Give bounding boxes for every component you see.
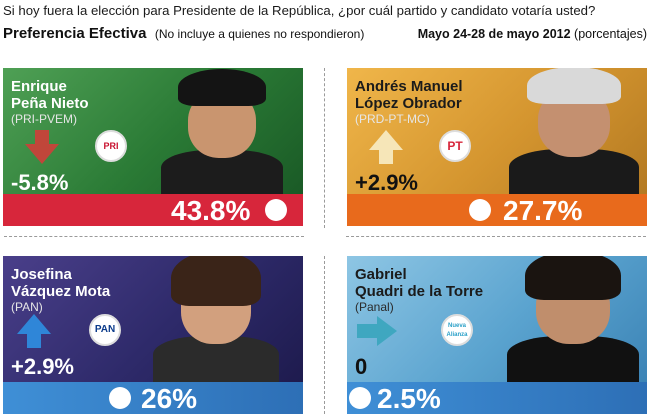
candidate-name: Andrés Manuel López Obrador bbox=[355, 78, 463, 112]
value-bar bbox=[347, 194, 647, 226]
arrow-right-icon bbox=[357, 316, 397, 346]
pt-logo-icon: PT bbox=[439, 130, 471, 162]
horizontal-divider-right bbox=[346, 236, 646, 237]
percentage-value: 2.5% bbox=[377, 383, 441, 414]
arrow-up-icon bbox=[369, 130, 403, 164]
arrow-down-icon bbox=[25, 130, 59, 164]
candidate-photo bbox=[509, 68, 639, 194]
arrow-up-icon bbox=[17, 314, 51, 348]
units-text: (porcentajes) bbox=[574, 27, 647, 41]
date-range: Mayo 24-28 de mayo 2012 (porcentajes) bbox=[418, 27, 647, 41]
party-label: (PAN) bbox=[11, 300, 43, 314]
subheader: Preferencia Efectiva (No incluye a quien… bbox=[3, 25, 647, 45]
value-bar bbox=[347, 382, 647, 414]
candidate-card-quadri: Gabriel Quadri de la Torre (Panal) Nueva… bbox=[347, 256, 647, 414]
pri-logo-icon: PRI bbox=[95, 130, 127, 162]
candidate-photo bbox=[153, 256, 279, 382]
bar-marker-dot bbox=[265, 199, 287, 221]
percentage-value: 43.8% bbox=[171, 195, 251, 226]
value-bar bbox=[3, 382, 303, 414]
change-value: 0 bbox=[355, 354, 368, 379]
dates-text: Mayo 24-28 de mayo 2012 bbox=[417, 27, 571, 41]
party-label: (PRI-PVEM) bbox=[11, 112, 77, 126]
candidate-photo bbox=[161, 68, 283, 194]
party-label: (Panal) bbox=[355, 300, 394, 314]
name-line-2: Quadri de la Torre bbox=[355, 283, 484, 300]
candidate-photo bbox=[507, 256, 639, 382]
name-line-1: Enrique bbox=[11, 78, 67, 95]
name-line-1: Andrés Manuel bbox=[355, 78, 463, 95]
candidate-name: Josefina Vázquez Mota bbox=[11, 266, 110, 300]
value-bar bbox=[3, 194, 303, 226]
name-line-2: Vázquez Mota bbox=[11, 283, 111, 300]
section-note: (No incluye a quienes no respondieron) bbox=[154, 27, 365, 41]
candidate-card-pena-nieto: Enrique Peña Nieto (PRI-PVEM) PRI -5.8% … bbox=[3, 68, 303, 226]
party-label: (PRD-PT-MC) bbox=[355, 112, 430, 126]
change-value: -5.8% bbox=[11, 170, 69, 195]
name-line-2: López Obrador bbox=[355, 95, 462, 112]
bar-marker-dot bbox=[349, 387, 371, 409]
nueva-alianza-logo-icon: Nueva Alianza bbox=[441, 314, 473, 346]
vertical-divider-top bbox=[324, 68, 325, 228]
name-line-2: Peña Nieto bbox=[11, 95, 89, 112]
percentage-value: 26% bbox=[141, 383, 198, 414]
survey-question: Si hoy fuera la elección para Presidente… bbox=[3, 3, 596, 18]
candidate-card-vazquez-mota: Josefina Vázquez Mota (PAN) PAN +2.9% 26… bbox=[3, 256, 303, 414]
percentage-value: 27.7% bbox=[503, 195, 583, 226]
vertical-divider-bottom bbox=[324, 256, 325, 414]
candidate-card-lopez-obrador: Andrés Manuel López Obrador (PRD-PT-MC) … bbox=[347, 68, 647, 226]
section-title: Preferencia Efectiva bbox=[3, 25, 147, 42]
change-value: +2.9% bbox=[11, 354, 74, 379]
horizontal-divider-left bbox=[4, 236, 304, 237]
candidate-name: Gabriel Quadri de la Torre bbox=[355, 266, 483, 300]
name-line-1: Josefina bbox=[11, 266, 72, 283]
change-value: +2.9% bbox=[355, 170, 418, 195]
bar-marker-dot bbox=[469, 199, 491, 221]
pan-logo-icon: PAN bbox=[89, 314, 121, 346]
bar-marker-dot bbox=[109, 387, 131, 409]
name-line-1: Gabriel bbox=[355, 266, 407, 283]
candidate-name: Enrique Peña Nieto bbox=[11, 78, 89, 112]
